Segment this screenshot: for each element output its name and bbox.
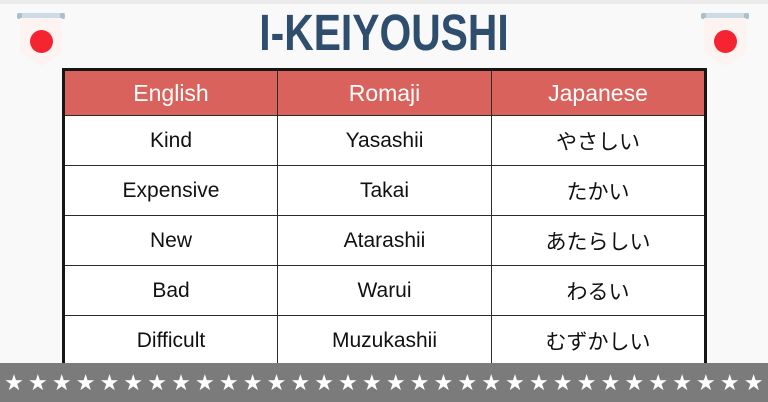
star-icon: ★ [99,369,120,395]
star-icon: ★ [552,369,573,395]
table-row: New Atarashii あたらしい [63,215,706,266]
flag-pennant-body [704,18,746,66]
cell-english: Kind [63,115,278,166]
star-icon: ★ [719,369,740,395]
cell-english: Difficult [63,315,278,367]
table-header-row: English Romaji Japanese [63,69,706,116]
star-icon: ★ [338,369,358,395]
flag-pennant-body [20,18,62,66]
star-icon: ★ [529,369,549,395]
cell-japanese: たかい [491,165,706,216]
star-strip: ★ ★ ★ ★ ★ ★ ★ ★ ★ ★ ★ ★ ★ ★ ★ ★ ★ ★ ★ ★ ★ ★ ★ ★ ★ ★ ★ ★ ★ ★ ★ ★ [0,363,768,402]
cell-romaji: Takai [277,165,492,216]
star-icon: ★ [27,369,48,395]
flag-red-circle [29,30,53,53]
column-header-japanese: Japanese [491,69,706,116]
star-icon: ★ [123,369,144,395]
column-header-english: English [63,69,278,116]
table-row: Difficult Muzukashii むずかしい [63,315,706,367]
cell-japanese: あたらしい [491,215,706,266]
star-icon: ★ [743,369,764,395]
vocab-table: English Romaji Japanese Kind Yasashii やさ… [62,68,707,368]
star-icon: ★ [385,369,406,395]
star-icon: ★ [600,369,621,395]
cell-romaji: Atarashii [277,215,492,266]
top-border [0,0,768,4]
star-icon: ★ [409,369,430,395]
star-icon: ★ [242,369,263,395]
star-icon: ★ [171,369,191,395]
cell-japanese: やさしい [491,115,706,166]
star-icon: ★ [433,369,454,395]
cell-japanese: むずかしい [491,315,706,367]
table-row: Expensive Takai たかい [63,165,706,216]
flag-hanger-bar [17,13,65,19]
japan-flag-pennant-icon [17,13,65,66]
star-icon: ★ [314,369,335,395]
cell-english: New [63,215,278,266]
star-icon: ★ [362,369,382,395]
cell-english: Bad [63,265,278,316]
cell-romaji: Warui [277,265,492,316]
page-title: I-KEIYOUSHI [259,4,509,61]
column-header-romaji: Romaji [277,69,492,116]
star-icon: ★ [266,369,287,395]
cell-romaji: Yasashii [277,115,492,166]
star-icon: ★ [648,369,669,395]
star-icon: ★ [672,369,692,395]
japan-flag-pennant-icon [701,13,749,66]
table-row: Bad Warui わるい [63,265,706,316]
star-icon: ★ [457,369,478,395]
cell-romaji: Muzukashii [277,315,492,367]
star-icon: ★ [75,369,96,395]
star-icon: ★ [576,369,597,395]
flag-red-circle [713,30,737,53]
table-row: Kind Yasashii やさしい [63,115,706,166]
star-icon: ★ [290,369,311,395]
star-icon: ★ [218,369,239,395]
cell-japanese: わるい [491,265,706,316]
cell-english: Expensive [63,165,278,216]
star-icon: ★ [481,369,502,395]
star-icon: ★ [696,369,716,395]
star-icon: ★ [624,369,645,395]
star-icon: ★ [147,369,168,395]
star-icon: ★ [195,369,215,395]
flag-hanger-bar [701,13,749,19]
star-icon: ★ [51,369,72,395]
star-icon: ★ [505,369,525,395]
star-icon: ★ [4,369,24,395]
